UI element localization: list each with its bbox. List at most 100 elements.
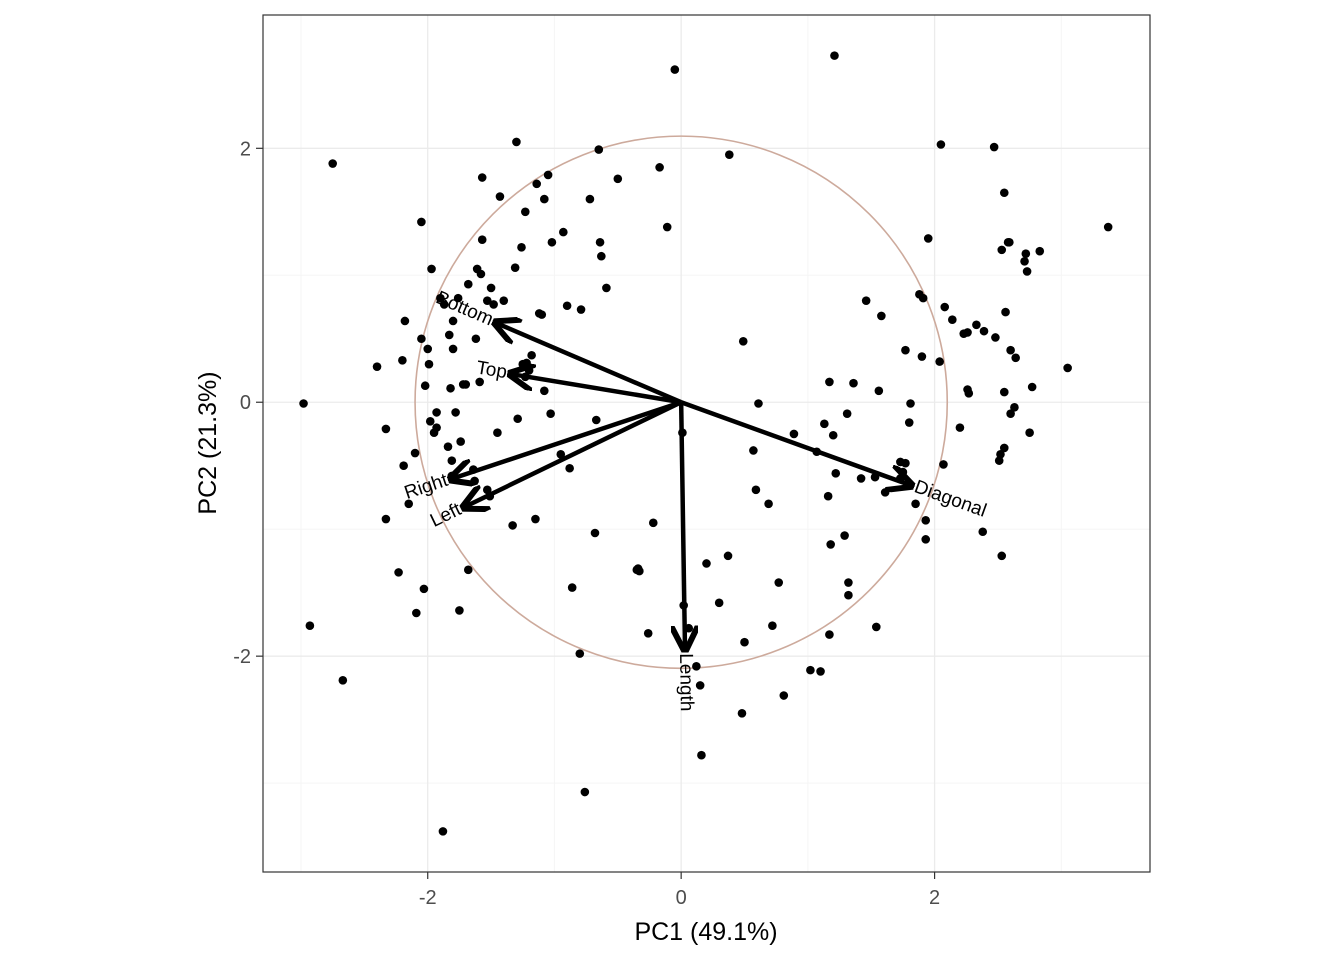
x-axis-ticks: -2 0 2: [419, 872, 940, 909]
x-tick-label: -2: [419, 887, 437, 909]
scatter-point: [495, 192, 505, 201]
loading-arrow-top: [513, 374, 682, 405]
scatter-point: [789, 429, 799, 439]
scatter-point: [597, 251, 606, 261]
scatter-point: [547, 237, 557, 247]
scatter-point: [738, 336, 748, 346]
scatter-point: [820, 419, 829, 429]
scatter-point: [543, 170, 553, 180]
scatter-point: [830, 51, 839, 60]
correlation-circle: [414, 135, 949, 670]
scatter-point: [602, 283, 611, 293]
scatter-point: [436, 293, 445, 303]
scatter-point: [964, 389, 974, 398]
scatter-point: [861, 296, 871, 305]
scatter-point: [831, 469, 841, 478]
scatter-point: [476, 269, 486, 279]
scatter-point: [417, 217, 426, 227]
loading-arrow-bottom: [497, 324, 683, 405]
scatter-point: [1010, 403, 1019, 412]
scatter-point: [999, 387, 1009, 397]
scatter-point: [565, 463, 574, 473]
scatter-point: [1005, 237, 1014, 247]
scatter-point: [978, 527, 988, 537]
scatter-point: [806, 665, 815, 675]
scatter-point: [419, 584, 429, 594]
loading-arrows: [453, 324, 909, 648]
scatter-point: [540, 194, 549, 204]
scatter-point: [828, 430, 838, 440]
scatter-point: [575, 649, 585, 658]
scatter-point: [1001, 307, 1010, 317]
scatter-point: [702, 559, 711, 568]
scatter-point: [305, 621, 315, 630]
scatter-point: [670, 65, 680, 74]
scatter-point: [531, 514, 540, 524]
scatter-point: [714, 598, 724, 608]
panel-background: [263, 15, 1150, 872]
scatter-point: [463, 279, 473, 289]
scatter-point: [849, 378, 858, 388]
scatter-point: [823, 491, 833, 501]
scatter-point: [940, 302, 950, 312]
y-tick-label: -2: [233, 646, 251, 668]
scatter-point: [562, 301, 572, 311]
scatter-point: [508, 521, 517, 530]
scatter-point: [381, 424, 391, 434]
scatter-point: [655, 163, 664, 172]
scatter-point: [692, 662, 701, 671]
scatter-point: [768, 621, 777, 630]
scatter-point: [997, 551, 1007, 561]
scatter-point: [1025, 428, 1034, 438]
scatter-point: [695, 681, 705, 690]
scatter-point: [1063, 363, 1072, 373]
scatter-point: [754, 399, 763, 408]
scatter-point: [451, 408, 460, 417]
scatter-point: [999, 443, 1009, 453]
scatter-point: [871, 622, 881, 632]
scatter-point: [948, 315, 957, 325]
minor-gridlines: [263, 15, 1150, 872]
scatter-point: [446, 383, 455, 393]
scatter-point: [400, 316, 410, 326]
scatter-point: [1011, 353, 1020, 363]
scatter-point: [921, 535, 931, 544]
scatter-point: [825, 377, 834, 387]
scatter-point: [874, 386, 884, 396]
scatter-point: [939, 460, 948, 469]
scatter-point: [540, 386, 549, 396]
scatter-point: [477, 235, 487, 245]
scatter-point: [842, 409, 852, 418]
scatter-point: [991, 333, 1000, 342]
scatter-point: [425, 416, 435, 426]
scatter-point: [816, 667, 825, 676]
scatter-point: [444, 330, 454, 340]
scatter-point: [840, 531, 849, 540]
scatter-point: [486, 283, 496, 293]
scatter-point: [438, 827, 448, 836]
scatter-point: [844, 590, 853, 600]
scatter-point: [779, 691, 789, 700]
panel-border: [262, 14, 1151, 873]
scatter-point: [455, 606, 464, 615]
arrow-label-top: Top: [475, 357, 509, 383]
scatter-point: [963, 328, 972, 337]
scatter-point: [1027, 382, 1037, 392]
scatter-point: [725, 150, 734, 159]
scatter-point: [477, 173, 487, 182]
scatter-point: [520, 207, 530, 217]
scatter-point: [453, 293, 463, 303]
loading-arrow-left: [466, 400, 683, 506]
scatter-point: [461, 380, 471, 389]
scatter-point: [635, 566, 644, 576]
scatter-point: [448, 344, 458, 354]
scatter-point: [556, 449, 566, 459]
scatter-point: [662, 222, 672, 232]
scatter-point: [997, 245, 1007, 255]
scatter-point: [417, 334, 426, 344]
scatter-point: [844, 578, 853, 587]
scatter-point: [398, 356, 407, 365]
scatter-point: [432, 408, 441, 417]
scatter-point: [517, 243, 526, 252]
